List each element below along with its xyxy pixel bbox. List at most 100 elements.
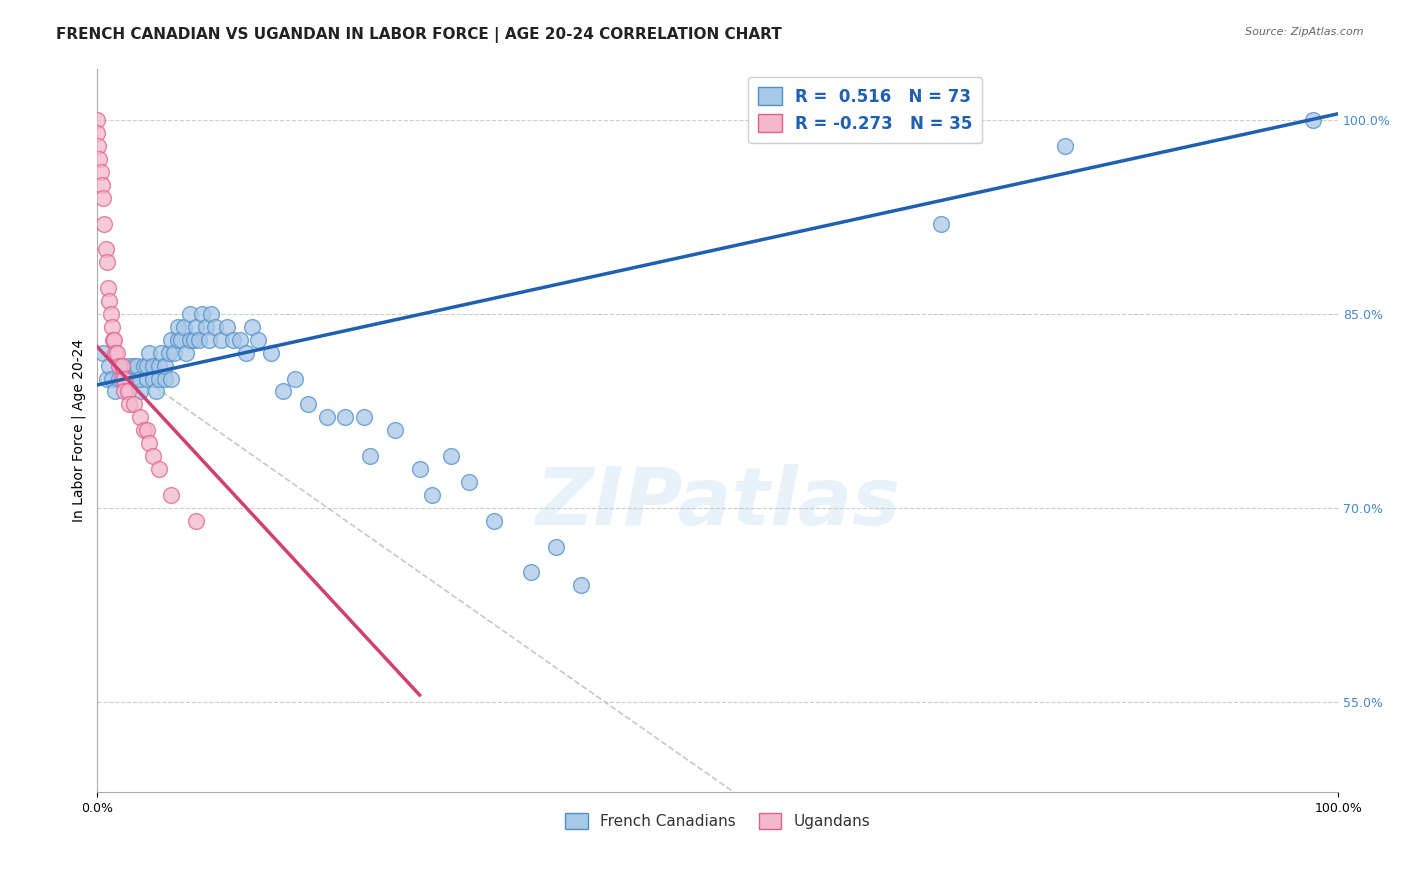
- Point: [105, 345, 128, 359]
- Point: [135, 371, 157, 385]
- Point: [91, 191, 114, 205]
- Legend: French Canadians, Ugandans: French Canadians, Ugandans: [558, 806, 876, 835]
- Point: [100, 371, 122, 385]
- Point: [104, 384, 127, 399]
- Point: [440, 449, 463, 463]
- Point: [103, 333, 125, 347]
- Point: [353, 410, 375, 425]
- Point: [187, 333, 209, 347]
- Point: [222, 333, 245, 347]
- Point: [204, 319, 226, 334]
- Point: [104, 345, 127, 359]
- Point: [129, 371, 152, 385]
- Point: [247, 333, 270, 347]
- Point: [111, 359, 134, 373]
- Point: [87, 139, 110, 153]
- Point: [157, 345, 180, 359]
- Point: [520, 566, 543, 580]
- Point: [148, 359, 170, 373]
- Point: [132, 359, 155, 373]
- Point: [186, 514, 208, 528]
- Point: [546, 540, 568, 554]
- Point: [142, 371, 165, 385]
- Point: [90, 165, 112, 179]
- Point: [170, 333, 193, 347]
- Point: [153, 371, 176, 385]
- Point: [183, 333, 205, 347]
- Point: [135, 359, 157, 373]
- Point: [458, 475, 481, 489]
- Y-axis label: In Labor Force | Age 20-24: In Labor Force | Age 20-24: [72, 339, 86, 522]
- Point: [111, 359, 134, 373]
- Point: [108, 371, 131, 385]
- Point: [284, 371, 307, 385]
- Point: [108, 359, 131, 373]
- Point: [235, 345, 257, 359]
- Point: [200, 307, 222, 321]
- Point: [160, 333, 183, 347]
- Point: [186, 319, 208, 334]
- Point: [271, 384, 294, 399]
- Point: [420, 488, 443, 502]
- Point: [129, 410, 152, 425]
- Point: [160, 371, 183, 385]
- Point: [929, 217, 952, 231]
- Point: [153, 359, 176, 373]
- Point: [142, 359, 165, 373]
- Point: [209, 333, 232, 347]
- Point: [148, 371, 170, 385]
- Point: [174, 345, 197, 359]
- Point: [228, 333, 250, 347]
- Point: [173, 319, 195, 334]
- Point: [94, 243, 117, 257]
- Point: [86, 113, 108, 128]
- Point: [408, 462, 430, 476]
- Point: [179, 333, 201, 347]
- Point: [1302, 113, 1324, 128]
- Point: [96, 371, 118, 385]
- Point: [121, 371, 143, 385]
- Point: [91, 345, 114, 359]
- Point: [93, 217, 115, 231]
- Point: [129, 384, 152, 399]
- Point: [150, 345, 173, 359]
- Point: [333, 410, 356, 425]
- Point: [118, 397, 141, 411]
- Point: [166, 319, 188, 334]
- Point: [98, 359, 121, 373]
- Point: [259, 345, 281, 359]
- Point: [112, 371, 135, 385]
- Point: [1054, 139, 1077, 153]
- Point: [122, 359, 145, 373]
- Point: [145, 384, 167, 399]
- Point: [569, 578, 592, 592]
- Point: [166, 333, 188, 347]
- Point: [132, 423, 155, 437]
- Point: [142, 449, 165, 463]
- Point: [191, 307, 214, 321]
- Point: [148, 462, 170, 476]
- Point: [179, 307, 201, 321]
- Point: [117, 384, 139, 399]
- Point: [217, 319, 239, 334]
- Point: [100, 307, 122, 321]
- Point: [117, 359, 139, 373]
- Text: FRENCH CANADIAN VS UGANDAN IN LABOR FORCE | AGE 20-24 CORRELATION CHART: FRENCH CANADIAN VS UGANDAN IN LABOR FORC…: [56, 27, 782, 43]
- Point: [90, 178, 112, 192]
- Point: [117, 371, 139, 385]
- Point: [111, 371, 134, 385]
- Point: [195, 319, 218, 334]
- Point: [112, 371, 135, 385]
- Point: [315, 410, 337, 425]
- Point: [297, 397, 319, 411]
- Point: [98, 294, 121, 309]
- Point: [89, 152, 111, 166]
- Point: [125, 359, 148, 373]
- Point: [163, 345, 186, 359]
- Point: [101, 333, 124, 347]
- Point: [197, 333, 219, 347]
- Point: [86, 126, 108, 140]
- Point: [160, 488, 183, 502]
- Point: [384, 423, 406, 437]
- Point: [122, 397, 145, 411]
